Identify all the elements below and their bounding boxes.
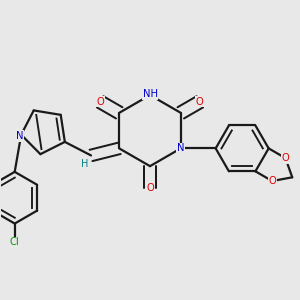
Text: O: O xyxy=(282,153,289,163)
Text: N: N xyxy=(177,143,184,153)
Text: N: N xyxy=(16,131,23,141)
Text: O: O xyxy=(96,97,104,107)
Text: NH: NH xyxy=(142,89,158,99)
Text: O: O xyxy=(268,176,276,186)
Text: Cl: Cl xyxy=(10,237,20,247)
Text: O: O xyxy=(196,97,204,107)
Text: O: O xyxy=(146,183,154,193)
Text: H: H xyxy=(81,160,88,170)
